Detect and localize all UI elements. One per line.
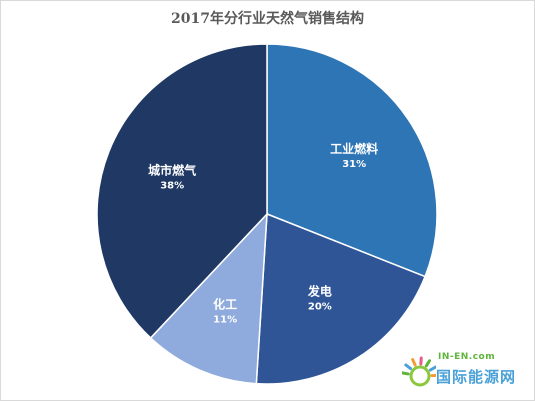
slice-percent-2: 20% <box>308 301 332 312</box>
chart-title: 2017年分行业天然气销售结构 <box>171 11 364 27</box>
slice-percent-3: 11% <box>213 315 237 326</box>
slice-percent-4: 38% <box>160 180 184 191</box>
pie-slice-1 <box>266 43 438 278</box>
sun-ray-icon <box>402 371 410 376</box>
watermark-name: 国际能源网 <box>436 368 517 386</box>
pie-slice-2 <box>255 212 427 385</box>
pie-slices <box>96 43 438 385</box>
slice-label-2: 发电 <box>307 283 332 298</box>
slice-label-1: 工业燃料 <box>330 141 378 156</box>
slice-label-3: 化工 <box>213 297 237 312</box>
sun-ray-icon <box>404 363 413 371</box>
watermark-logo: IN-EN.com 国际能源网 <box>402 348 532 396</box>
slice-label-4: 城市燃气 <box>148 162 196 177</box>
sun-ray-icon <box>411 358 417 367</box>
sun-ray-icon <box>428 365 436 372</box>
slice-percent-1: 31% <box>342 159 366 170</box>
watermark-domain: IN-EN.com <box>438 352 496 362</box>
sun-logo-icon <box>402 356 436 387</box>
pie-slice-3 <box>149 211 268 385</box>
pie-labels: 工业燃料 31% 发电 20% 化工 11% 城市燃气 38% <box>148 141 378 326</box>
sun-ray-icon <box>424 359 432 368</box>
pie-slice-4 <box>96 43 268 339</box>
